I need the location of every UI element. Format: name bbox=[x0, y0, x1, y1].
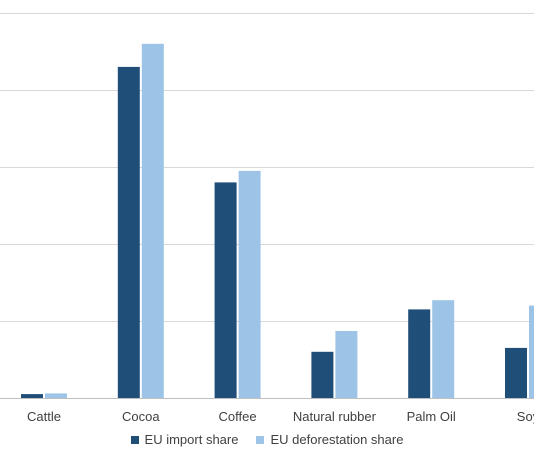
x-tick-labels: Cattle Cocoa Coffee Natural rubber Palm Oil S… bbox=[27, 409, 534, 424]
legend-label-deforestation: EU deforestation share bbox=[270, 432, 404, 447]
legend-item-import: EU import share bbox=[130, 432, 239, 447]
x-tick-label: Coffee bbox=[219, 409, 257, 424]
legend: EU import share EU deforestation share bbox=[0, 432, 534, 447]
x-tick-label: Cattle bbox=[27, 409, 61, 424]
bar-natural-rubber-import bbox=[311, 351, 334, 398]
legend-label-import: EU import share bbox=[144, 432, 239, 447]
x-tick-label: Palm Oil bbox=[407, 409, 456, 424]
bar-soy-deforestation bbox=[529, 305, 534, 398]
bar-cattle-import bbox=[21, 394, 43, 398]
legend-swatch-deforestation bbox=[256, 435, 265, 444]
x-tick-label: Cocoa bbox=[122, 409, 160, 424]
legend-item-deforestation: EU deforestation share bbox=[256, 432, 403, 447]
bar-coffee-deforestation bbox=[238, 170, 261, 398]
bars bbox=[21, 43, 534, 399]
bar-natural-rubber-deforestation bbox=[335, 331, 358, 398]
x-tick-label: Natural rubber bbox=[293, 409, 377, 424]
bar-coffee-import bbox=[214, 182, 237, 398]
bar-cocoa-import bbox=[117, 66, 140, 399]
bar-soy-import bbox=[505, 347, 527, 398]
bar-palm-oil-import bbox=[408, 309, 431, 398]
gridlines bbox=[0, 13, 534, 399]
bar-cattle-deforestation bbox=[45, 393, 67, 398]
bar-palm-oil-deforestation bbox=[432, 300, 455, 398]
bar-cocoa-deforestation bbox=[141, 43, 164, 399]
legend-swatch-import bbox=[130, 435, 139, 444]
x-tick-label: Soy bbox=[517, 409, 534, 424]
